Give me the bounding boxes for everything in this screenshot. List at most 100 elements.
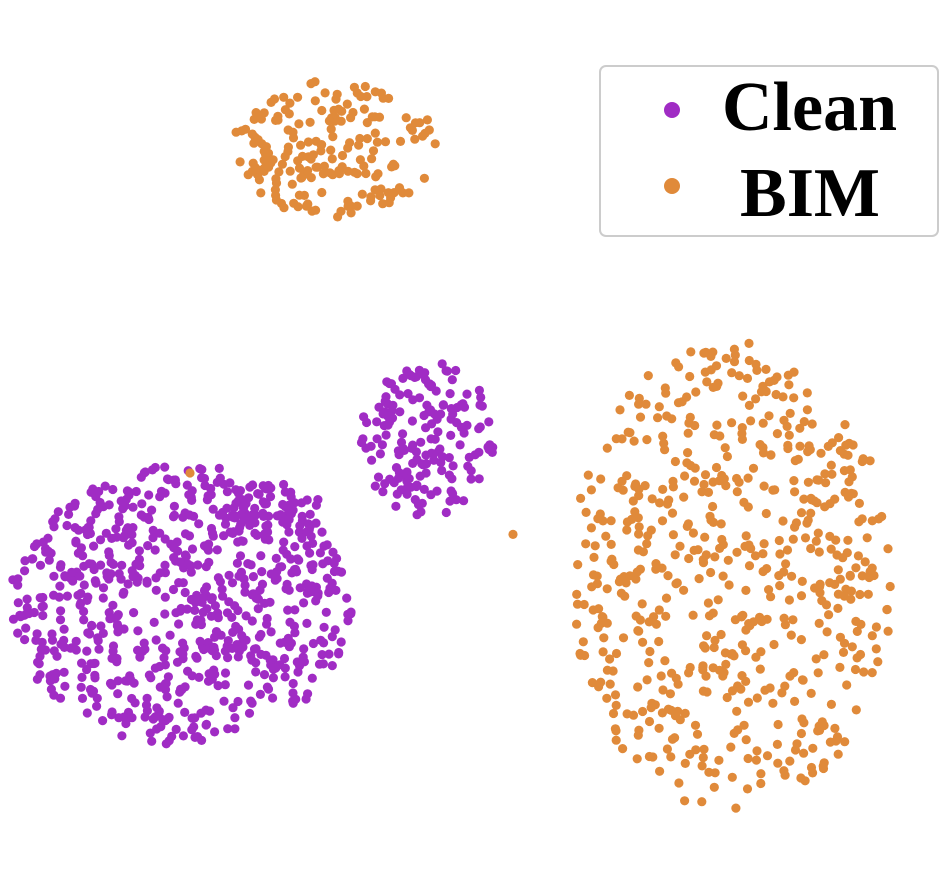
scatter-point-bim bbox=[508, 529, 518, 540]
scatter-point-clean bbox=[297, 511, 307, 521]
scatter-point-clean bbox=[90, 658, 100, 668]
scatter-point-bim bbox=[667, 414, 677, 424]
scatter-point-clean bbox=[178, 512, 188, 522]
scatter-point-clean bbox=[313, 495, 323, 505]
scatter-point-clean bbox=[430, 434, 440, 444]
scatter-point-bim bbox=[704, 611, 715, 621]
scatter-point-clean bbox=[466, 474, 476, 484]
scatter-point-bim bbox=[710, 768, 720, 778]
scatter-point-bim bbox=[638, 637, 648, 647]
scatter-point-bim bbox=[745, 621, 755, 631]
scatter-point-clean bbox=[178, 578, 188, 588]
scatter-point-clean bbox=[445, 389, 455, 399]
scatter-point-clean bbox=[181, 551, 191, 562]
scatter-point-clean bbox=[336, 637, 346, 647]
scatter-point-bim bbox=[719, 474, 729, 484]
scatter-point-bim bbox=[386, 193, 396, 203]
scatter-point-clean bbox=[261, 484, 271, 494]
scatter-point-clean bbox=[173, 698, 183, 708]
scatter-point-clean bbox=[151, 585, 161, 595]
scatter-point-clean bbox=[62, 520, 72, 531]
scatter-point-clean bbox=[317, 650, 327, 660]
scatter-point-bim bbox=[721, 353, 731, 363]
scatter-point-clean bbox=[212, 545, 222, 555]
scatter-point-clean bbox=[83, 628, 93, 638]
scatter-point-bim bbox=[835, 662, 845, 673]
scatter-point-clean bbox=[128, 502, 138, 512]
scatter-point-clean bbox=[190, 605, 200, 616]
scatter-point-clean bbox=[275, 562, 285, 572]
scatter-point-clean bbox=[213, 613, 223, 623]
scatter-point-clean bbox=[231, 498, 241, 508]
scatter-point-clean bbox=[237, 631, 247, 641]
scatter-point-bim bbox=[611, 700, 621, 711]
scatter-point-bim bbox=[698, 662, 708, 673]
scatter-point-clean bbox=[268, 693, 278, 703]
scatter-point-clean bbox=[244, 493, 254, 503]
scatter-point-bim bbox=[797, 576, 807, 587]
scatter-point-clean bbox=[215, 577, 225, 587]
scatter-point-clean bbox=[148, 533, 158, 543]
scatter-point-clean bbox=[290, 564, 301, 574]
scatter-point-bim bbox=[736, 684, 746, 694]
scatter-point-bim bbox=[789, 476, 799, 486]
scatter-point-clean bbox=[476, 392, 486, 402]
scatter-point-clean bbox=[403, 389, 413, 399]
scatter-point-bim bbox=[822, 627, 832, 637]
scatter-point-clean bbox=[319, 622, 329, 632]
scatter-point-bim bbox=[867, 631, 877, 641]
scatter-point-bim bbox=[682, 392, 692, 402]
scatter-point-clean bbox=[197, 465, 207, 475]
scatter-point-clean bbox=[459, 496, 469, 506]
scatter-point-clean bbox=[160, 609, 170, 619]
scatter-point-clean bbox=[302, 527, 312, 537]
scatter-point-clean bbox=[187, 544, 198, 554]
scatter-point-bim bbox=[697, 487, 707, 497]
scatter-point-clean bbox=[217, 584, 227, 594]
scatter-point-bim bbox=[621, 578, 631, 588]
scatter-point-bim bbox=[751, 755, 762, 765]
scatter-point-clean bbox=[308, 638, 318, 649]
scatter-point-bim bbox=[243, 170, 253, 180]
scatter-point-bim bbox=[784, 595, 795, 605]
scatter-point-bim bbox=[261, 142, 271, 152]
scatter-point-bim bbox=[788, 534, 798, 544]
scatter-point-clean bbox=[124, 490, 134, 500]
scatter-point-bim bbox=[855, 589, 865, 600]
scatter-point-bim bbox=[634, 393, 644, 403]
scatter-point-bim bbox=[685, 371, 695, 382]
scatter-point-clean bbox=[372, 417, 382, 427]
scatter-point-bim bbox=[808, 743, 818, 753]
scatter-point-clean bbox=[327, 661, 337, 671]
scatter-point-clean bbox=[419, 484, 429, 494]
scatter-point-bim bbox=[826, 460, 836, 470]
scatter-point-bim bbox=[752, 746, 762, 756]
scatter-point-bim bbox=[657, 516, 668, 526]
scatter-point-clean bbox=[262, 619, 272, 629]
scatter-point-bim bbox=[803, 447, 813, 457]
scatter-point-bim bbox=[658, 431, 668, 441]
scatter-point-clean bbox=[268, 673, 278, 683]
scatter-point-clean bbox=[431, 386, 441, 396]
scatter-point-bim bbox=[615, 405, 625, 415]
scatter-point-clean bbox=[293, 667, 303, 677]
scatter-point-clean bbox=[395, 407, 405, 417]
scatter-point-bim bbox=[768, 698, 778, 708]
scatter-point-clean bbox=[94, 486, 104, 497]
scatter-point-bim bbox=[342, 99, 352, 109]
scatter-point-bim bbox=[655, 498, 665, 508]
scatter-point-clean bbox=[95, 535, 106, 545]
scatter-point-bim bbox=[352, 201, 362, 211]
scatter-point-bim bbox=[398, 188, 408, 198]
scatter-point-clean bbox=[474, 424, 484, 434]
scatter-point-bim bbox=[883, 626, 893, 636]
scatter-point-bim bbox=[732, 547, 742, 557]
scatter-point-bim bbox=[318, 169, 328, 179]
scatter-point-clean bbox=[182, 480, 192, 490]
scatter-point-bim bbox=[756, 647, 766, 657]
scatter-point-bim bbox=[843, 450, 853, 460]
scatter-point-clean bbox=[240, 513, 250, 523]
scatter-point-clean bbox=[302, 618, 312, 629]
scatter-point-bim bbox=[744, 338, 754, 348]
scatter-point-bim bbox=[602, 693, 612, 703]
